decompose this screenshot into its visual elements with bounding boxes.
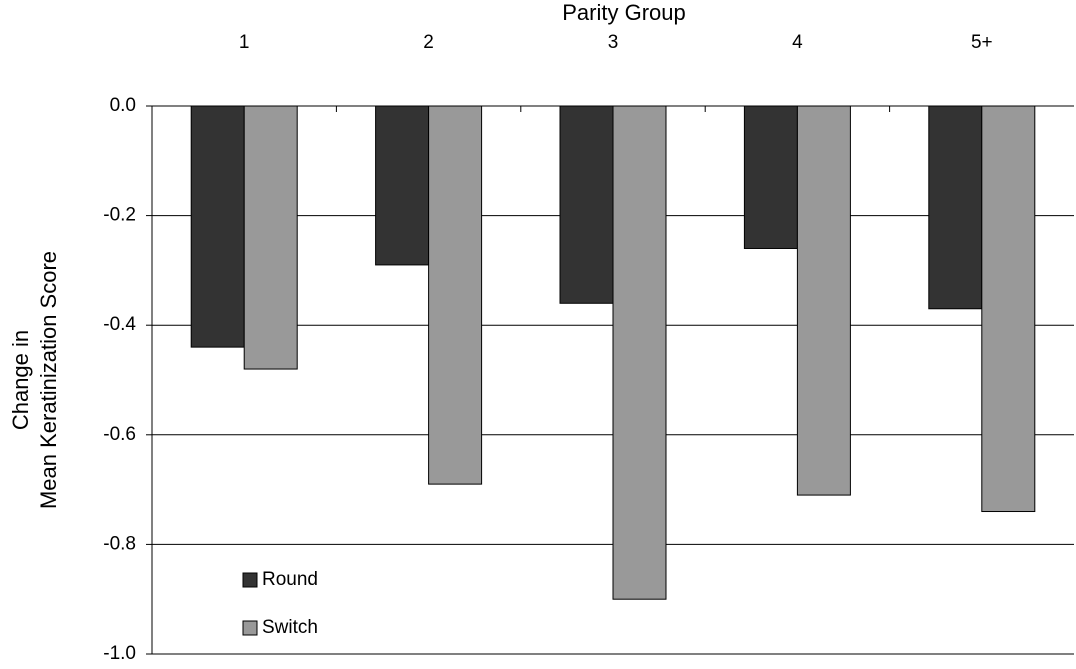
bar <box>190 105 245 348</box>
x-tick-label: 4 <box>792 32 803 53</box>
legend-label: Switch <box>262 617 318 638</box>
y-tick-label: -0.6 <box>103 424 136 445</box>
bar <box>981 105 1036 513</box>
x-tick-label: 3 <box>608 32 619 53</box>
y-axis-label: Mean Keratinization Score <box>36 251 61 509</box>
y-tick-label: 0.0 <box>110 95 136 116</box>
x-tick-label: 2 <box>423 32 434 53</box>
bar <box>796 105 851 496</box>
x-tick-label: 5+ <box>971 32 993 53</box>
y-tick-label: -0.4 <box>103 314 136 335</box>
legend-swatch <box>242 620 258 636</box>
bar <box>428 105 483 485</box>
bar <box>375 105 430 266</box>
bar <box>612 105 667 600</box>
bar <box>928 105 983 310</box>
bar <box>243 105 298 370</box>
y-axis-label: Change in <box>8 330 33 430</box>
legend-swatch <box>242 572 258 588</box>
chart-title: Parity Group <box>562 0 686 25</box>
x-tick-label: 1 <box>239 32 250 53</box>
y-tick-label: -0.2 <box>103 205 136 226</box>
bar <box>559 105 614 304</box>
bar <box>743 105 798 249</box>
legend-label: Round <box>262 569 318 590</box>
y-tick-label: -0.8 <box>103 533 136 554</box>
y-tick-label: -1.0 <box>103 643 136 664</box>
